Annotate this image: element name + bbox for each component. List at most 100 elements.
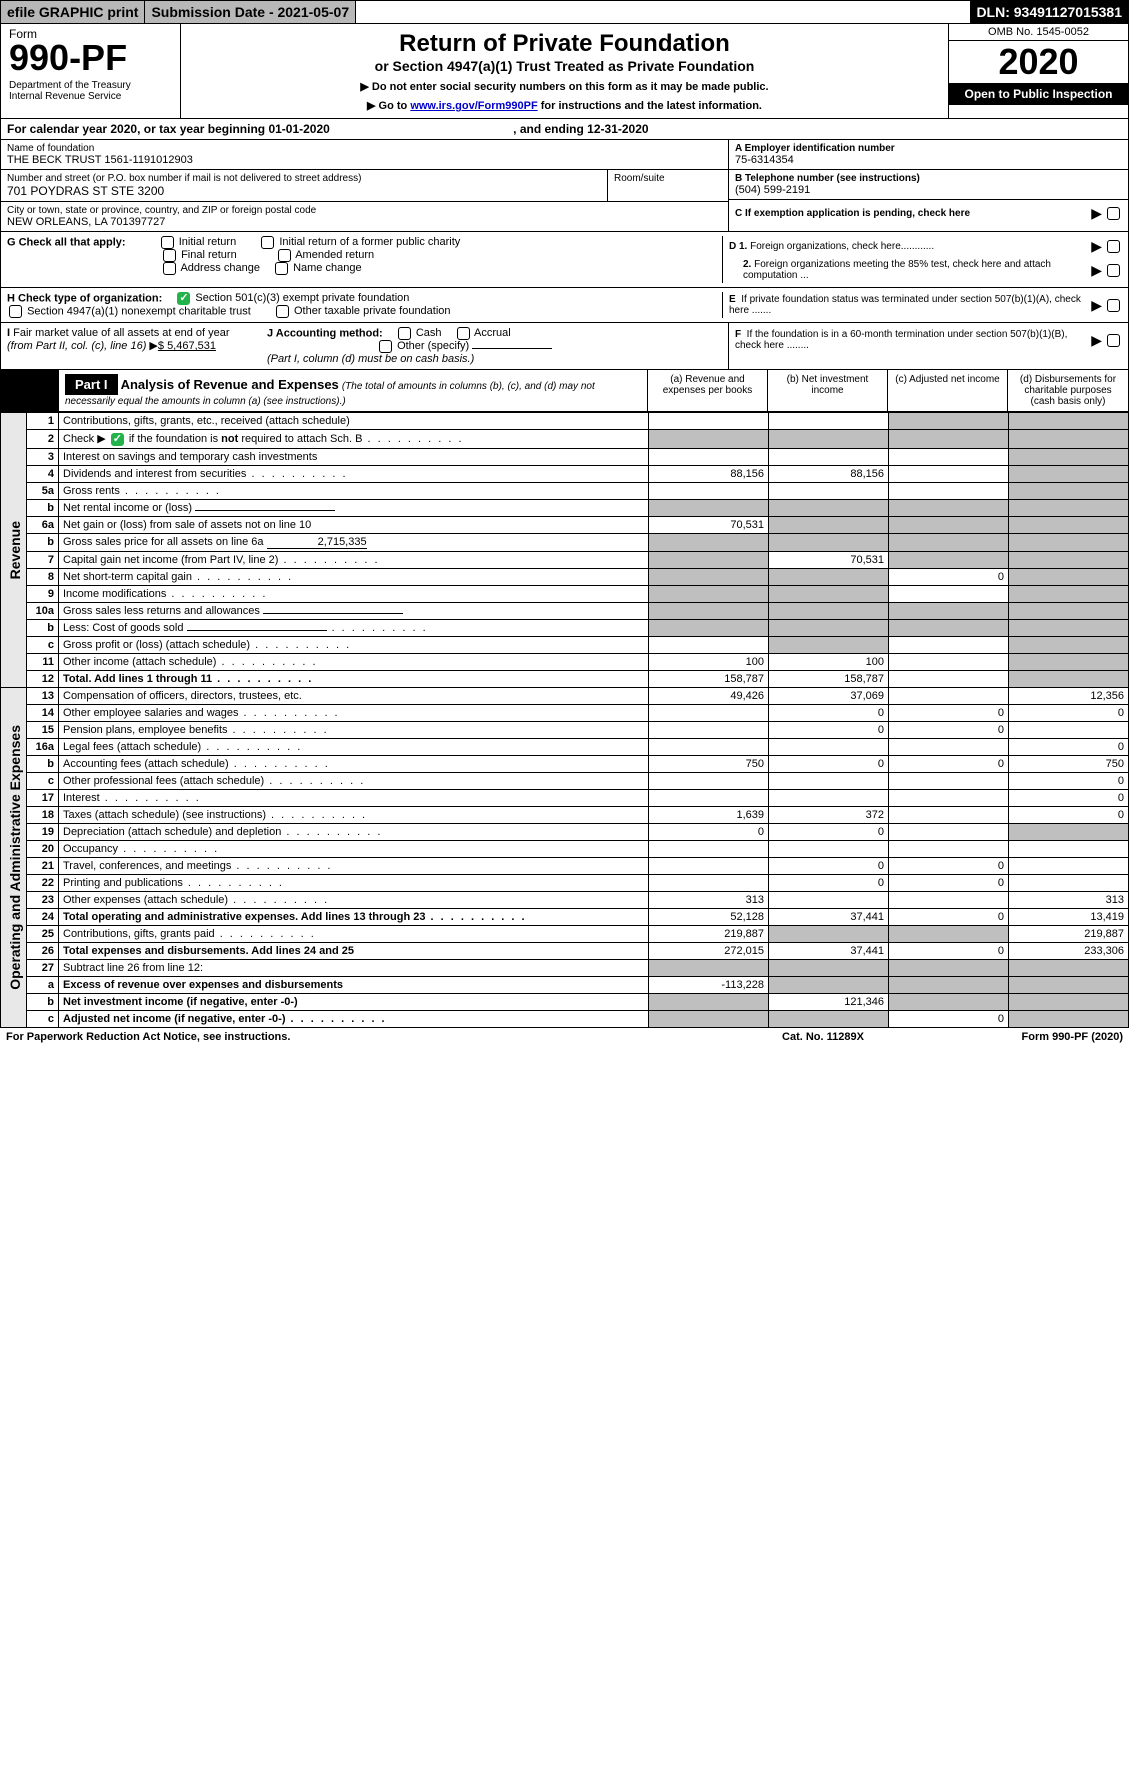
cell-value: 0 xyxy=(889,908,1009,925)
part1-label: Part I xyxy=(65,374,118,395)
cell-value: 0 xyxy=(889,874,1009,891)
table-row: Operating and Administrative Expenses13C… xyxy=(1,687,1129,704)
line-number: b xyxy=(27,619,59,636)
exemption-checkbox[interactable] xyxy=(1107,207,1120,220)
line-number: 7 xyxy=(27,551,59,568)
cell-value xyxy=(889,738,1009,755)
cell-value xyxy=(649,448,769,465)
part1-header-row: Part I Analysis of Revenue and Expenses … xyxy=(0,370,1129,412)
cell-value: 0 xyxy=(769,823,889,840)
arrow-icon: ▶ xyxy=(1091,297,1102,314)
line-number: 26 xyxy=(27,942,59,959)
initial-former-checkbox[interactable] xyxy=(261,236,274,249)
page-footer: For Paperwork Reduction Act Notice, see … xyxy=(0,1028,1129,1046)
part1-table: Revenue1Contributions, gifts, grants, et… xyxy=(0,412,1129,1028)
form-title: Return of Private Foundation xyxy=(191,30,938,58)
cell-shaded xyxy=(769,1010,889,1027)
schb-checkbox[interactable] xyxy=(111,433,124,446)
cell-shaded xyxy=(1009,585,1129,602)
4947-checkbox[interactable] xyxy=(9,305,22,318)
cell-shaded xyxy=(769,533,889,551)
line-description: Gross rents xyxy=(59,482,649,499)
instructions-link[interactable]: www.irs.gov/Form990PF xyxy=(410,100,537,112)
table-row: cOther professional fees (attach schedul… xyxy=(1,772,1129,789)
d1-checkbox[interactable] xyxy=(1107,240,1120,253)
table-row: 15Pension plans, employee benefits00 xyxy=(1,721,1129,738)
cell-shaded xyxy=(1009,516,1129,533)
table-row: 18Taxes (attach schedule) (see instructi… xyxy=(1,806,1129,823)
exemption-pending-row: C If exemption application is pending, c… xyxy=(729,200,1128,227)
e-checkbox[interactable] xyxy=(1107,299,1120,312)
cell-value xyxy=(649,789,769,806)
name-change-checkbox[interactable] xyxy=(275,262,288,275)
d-checks: D 1. D 1. Foreign organizations, check h… xyxy=(722,236,1122,283)
table-row: 5aGross rents xyxy=(1,482,1129,499)
amended-return-checkbox[interactable] xyxy=(278,249,291,262)
line-description: Total operating and administrative expen… xyxy=(59,908,649,925)
cell-shaded xyxy=(769,430,889,449)
501c3-checkbox[interactable] xyxy=(177,292,190,305)
other-taxable-checkbox[interactable] xyxy=(276,305,289,318)
address-row: Number and street (or P.O. box number if… xyxy=(1,170,608,201)
line-description: Net rental income or (loss) xyxy=(59,499,649,516)
line-description: Accounting fees (attach schedule) xyxy=(59,755,649,772)
cell-value: 37,441 xyxy=(769,908,889,925)
accrual-checkbox[interactable] xyxy=(457,327,470,340)
cell-shaded xyxy=(889,413,1009,430)
cell-value: 0 xyxy=(889,942,1009,959)
check-section-g: G Check all that apply: Initial return I… xyxy=(0,232,1129,288)
line-number: b xyxy=(27,533,59,551)
cell-shaded xyxy=(889,925,1009,942)
line-number: b xyxy=(27,993,59,1010)
open-to-public: Open to Public Inspection xyxy=(949,83,1128,105)
line-number: 23 xyxy=(27,891,59,908)
cell-value: 0 xyxy=(1009,738,1129,755)
cell-value xyxy=(769,789,889,806)
line-description: Depreciation (attach schedule) and deple… xyxy=(59,823,649,840)
section-label: Operating and Administrative Expenses xyxy=(1,687,27,1027)
cell-shaded xyxy=(769,976,889,993)
line-number: 4 xyxy=(27,465,59,482)
line-number: 24 xyxy=(27,908,59,925)
f-checkbox[interactable] xyxy=(1107,334,1120,347)
cell-value xyxy=(649,772,769,789)
line-number: a xyxy=(27,976,59,993)
line-description: Dividends and interest from securities xyxy=(59,465,649,482)
d2-checkbox[interactable] xyxy=(1107,264,1120,277)
line-description: Other expenses (attach schedule) xyxy=(59,891,649,908)
col-c-header: (c) Adjusted net income xyxy=(888,370,1008,411)
cell-value: 0 xyxy=(889,857,1009,874)
final-return-checkbox[interactable] xyxy=(163,249,176,262)
line-description: Pension plans, employee benefits xyxy=(59,721,649,738)
other-method-input[interactable] xyxy=(472,348,552,349)
line-description: Gross profit or (loss) (attach schedule) xyxy=(59,636,649,653)
cell-shaded xyxy=(649,993,769,1010)
line-description: Compensation of officers, directors, tru… xyxy=(59,687,649,704)
cell-value xyxy=(1009,874,1129,891)
cell-shaded xyxy=(1009,1010,1129,1027)
cash-checkbox[interactable] xyxy=(398,327,411,340)
line-description: Contributions, gifts, grants paid xyxy=(59,925,649,942)
cell-value: 219,887 xyxy=(649,925,769,942)
other-method-checkbox[interactable] xyxy=(379,340,392,353)
efile-label[interactable]: efile GRAPHIC print xyxy=(1,1,145,23)
g-checks: G Check all that apply: Initial return I… xyxy=(7,236,716,283)
cell-value: 49,426 xyxy=(649,687,769,704)
initial-return-checkbox[interactable] xyxy=(161,236,174,249)
cell-value xyxy=(889,653,1009,670)
line-number: 3 xyxy=(27,448,59,465)
address-change-checkbox[interactable] xyxy=(163,262,176,275)
cell-value: 37,069 xyxy=(769,687,889,704)
department-label: Department of the Treasury Internal Reve… xyxy=(9,80,172,102)
cell-value xyxy=(769,840,889,857)
cell-shaded xyxy=(769,516,889,533)
line-number: 1 xyxy=(27,413,59,430)
form-note-1: ▶ Do not enter social security numbers o… xyxy=(191,80,938,93)
cell-shaded xyxy=(1009,959,1129,976)
cell-value: 0 xyxy=(1009,789,1129,806)
cell-value: 372 xyxy=(769,806,889,823)
line-number: c xyxy=(27,1010,59,1027)
line-description: Less: Cost of goods sold xyxy=(59,619,649,636)
line-number: c xyxy=(27,772,59,789)
cell-shaded xyxy=(769,925,889,942)
